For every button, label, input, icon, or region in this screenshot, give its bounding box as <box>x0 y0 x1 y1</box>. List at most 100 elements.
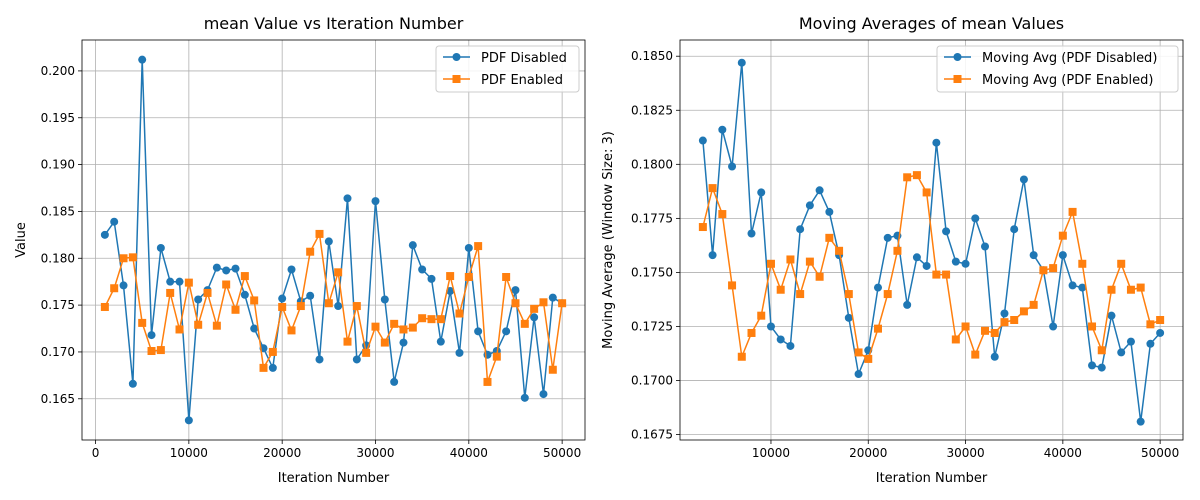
data-point-pdf-disabled <box>156 243 165 252</box>
y-tick-label: 0.1700 <box>631 374 673 388</box>
data-point-moving-avg-pdf-disabled <box>873 283 882 292</box>
chart-right-ylabel: Moving Average (Window Size: 3) <box>601 131 616 349</box>
y-tick-label: 0.185 <box>41 204 75 218</box>
data-point-moving-avg-pdf-enabled <box>815 272 824 281</box>
chart-left-grid <box>82 40 585 440</box>
data-point-moving-avg-pdf-enabled <box>786 255 795 264</box>
chart-right-legend: Moving Avg (PDF Disabled) Moving Avg (PD… <box>936 45 1179 93</box>
data-point-moving-avg-pdf-disabled <box>912 253 921 262</box>
data-point-moving-avg-pdf-enabled <box>981 326 990 335</box>
data-point-pdf-enabled <box>352 302 361 311</box>
data-point-pdf-enabled <box>306 247 315 256</box>
x-tick-label: 50000 <box>1141 446 1179 460</box>
data-point-moving-avg-pdf-disabled <box>903 300 912 309</box>
data-point-moving-avg-pdf-enabled <box>883 290 892 299</box>
data-point-moving-avg-pdf-disabled <box>757 188 766 197</box>
data-point-pdf-enabled <box>371 322 380 331</box>
x-tick-label: 50000 <box>543 446 581 460</box>
data-point-moving-avg-pdf-enabled <box>1136 283 1145 292</box>
data-point-moving-avg-pdf-enabled <box>1000 318 1009 327</box>
y-tick-label: 0.1725 <box>631 319 673 333</box>
data-point-pdf-enabled <box>240 272 249 281</box>
x-tick-label: 40000 <box>450 446 488 460</box>
data-point-pdf-disabled <box>408 241 417 250</box>
data-point-moving-avg-pdf-disabled <box>932 138 941 147</box>
y-tick-label: 0.1775 <box>631 211 673 225</box>
chart-left-frame <box>81 39 586 441</box>
x-tick-label: 0 <box>92 446 100 460</box>
y-tick-label: 0.200 <box>41 64 75 78</box>
data-point-moving-avg-pdf-enabled <box>1019 307 1028 316</box>
data-point-pdf-disabled <box>464 243 473 252</box>
y-tick-label: 0.175 <box>41 298 75 312</box>
data-point-moving-avg-pdf-enabled <box>766 259 775 268</box>
data-point-moving-avg-pdf-disabled <box>961 259 970 268</box>
data-point-pdf-enabled <box>390 319 399 328</box>
data-point-pdf-enabled <box>334 268 343 277</box>
data-point-moving-avg-pdf-disabled <box>796 225 805 234</box>
data-point-pdf-disabled <box>539 390 548 399</box>
data-point-pdf-enabled <box>399 325 408 334</box>
data-point-moving-avg-pdf-disabled <box>844 313 853 322</box>
data-point-moving-avg-pdf-disabled <box>1010 225 1019 234</box>
data-point-moving-avg-pdf-enabled <box>1078 259 1087 268</box>
data-point-moving-avg-pdf-enabled <box>1058 231 1067 240</box>
x-tick-label: 30000 <box>946 446 984 460</box>
data-point-moving-avg-pdf-enabled <box>835 246 844 255</box>
x-tick-label: 20000 <box>849 446 887 460</box>
data-point-pdf-enabled <box>408 323 417 332</box>
data-point-moving-avg-pdf-disabled <box>718 125 727 134</box>
data-point-moving-avg-pdf-disabled <box>942 227 951 236</box>
data-point-pdf-disabled <box>212 263 221 272</box>
data-point-pdf-disabled <box>100 230 109 239</box>
data-point-moving-avg-pdf-disabled <box>786 341 795 350</box>
data-point-pdf-disabled <box>119 281 128 290</box>
data-point-pdf-disabled <box>268 363 277 372</box>
data-point-moving-avg-pdf-enabled <box>825 233 834 242</box>
data-point-pdf-disabled <box>343 194 352 203</box>
data-point-pdf-disabled <box>427 274 436 283</box>
data-point-pdf-enabled <box>502 273 511 282</box>
chart-left-title: mean Value vs Iteration Number <box>204 14 464 33</box>
data-point-pdf-enabled <box>511 299 520 308</box>
data-point-moving-avg-pdf-disabled <box>1088 361 1097 370</box>
chart-right: Moving Averages of mean Values 10000 2000… <box>601 14 1184 486</box>
data-point-moving-avg-pdf-enabled <box>932 270 941 279</box>
data-point-pdf-disabled <box>371 197 380 206</box>
data-point-pdf-disabled <box>240 290 249 299</box>
data-point-moving-avg-pdf-enabled <box>961 322 970 331</box>
data-point-moving-avg-pdf-enabled <box>1088 322 1097 331</box>
data-point-moving-avg-pdf-disabled <box>951 257 960 266</box>
data-point-moving-avg-pdf-disabled <box>981 242 990 251</box>
data-point-pdf-enabled <box>558 299 567 308</box>
data-point-pdf-disabled <box>128 379 137 388</box>
data-point-pdf-disabled <box>390 377 399 386</box>
data-point-moving-avg-pdf-disabled <box>1126 337 1135 346</box>
data-point-pdf-enabled <box>175 325 184 334</box>
data-point-pdf-enabled <box>250 296 259 305</box>
data-point-pdf-disabled <box>399 338 408 347</box>
data-point-pdf-enabled <box>343 337 352 346</box>
y-tick-label: 0.1825 <box>631 103 673 117</box>
chart-left-ylabel: Value <box>14 222 29 258</box>
data-point-moving-avg-pdf-disabled <box>708 251 717 260</box>
x-tick-label: 10000 <box>752 446 790 460</box>
data-point-moving-avg-pdf-enabled <box>854 348 863 357</box>
data-point-moving-avg-pdf-enabled <box>747 328 756 337</box>
data-point-pdf-enabled <box>446 272 455 281</box>
data-point-pdf-enabled <box>492 352 501 361</box>
data-point-moving-avg-pdf-disabled <box>1029 251 1038 260</box>
data-point-moving-avg-pdf-disabled <box>1117 348 1126 357</box>
data-point-pdf-disabled <box>520 393 529 402</box>
data-point-pdf-disabled <box>474 327 483 336</box>
data-point-moving-avg-pdf-enabled <box>1068 207 1077 216</box>
data-point-moving-avg-pdf-enabled <box>718 210 727 219</box>
data-point-pdf-enabled <box>156 346 165 355</box>
chart-right-series <box>698 58 1165 426</box>
data-point-moving-avg-pdf-enabled <box>805 257 814 266</box>
y-tick-label: 0.1750 <box>631 265 673 279</box>
legend-label-enabled: Moving Avg (PDF Enabled) <box>982 73 1153 88</box>
data-point-pdf-disabled <box>436 337 445 346</box>
data-point-pdf-disabled <box>194 295 203 304</box>
